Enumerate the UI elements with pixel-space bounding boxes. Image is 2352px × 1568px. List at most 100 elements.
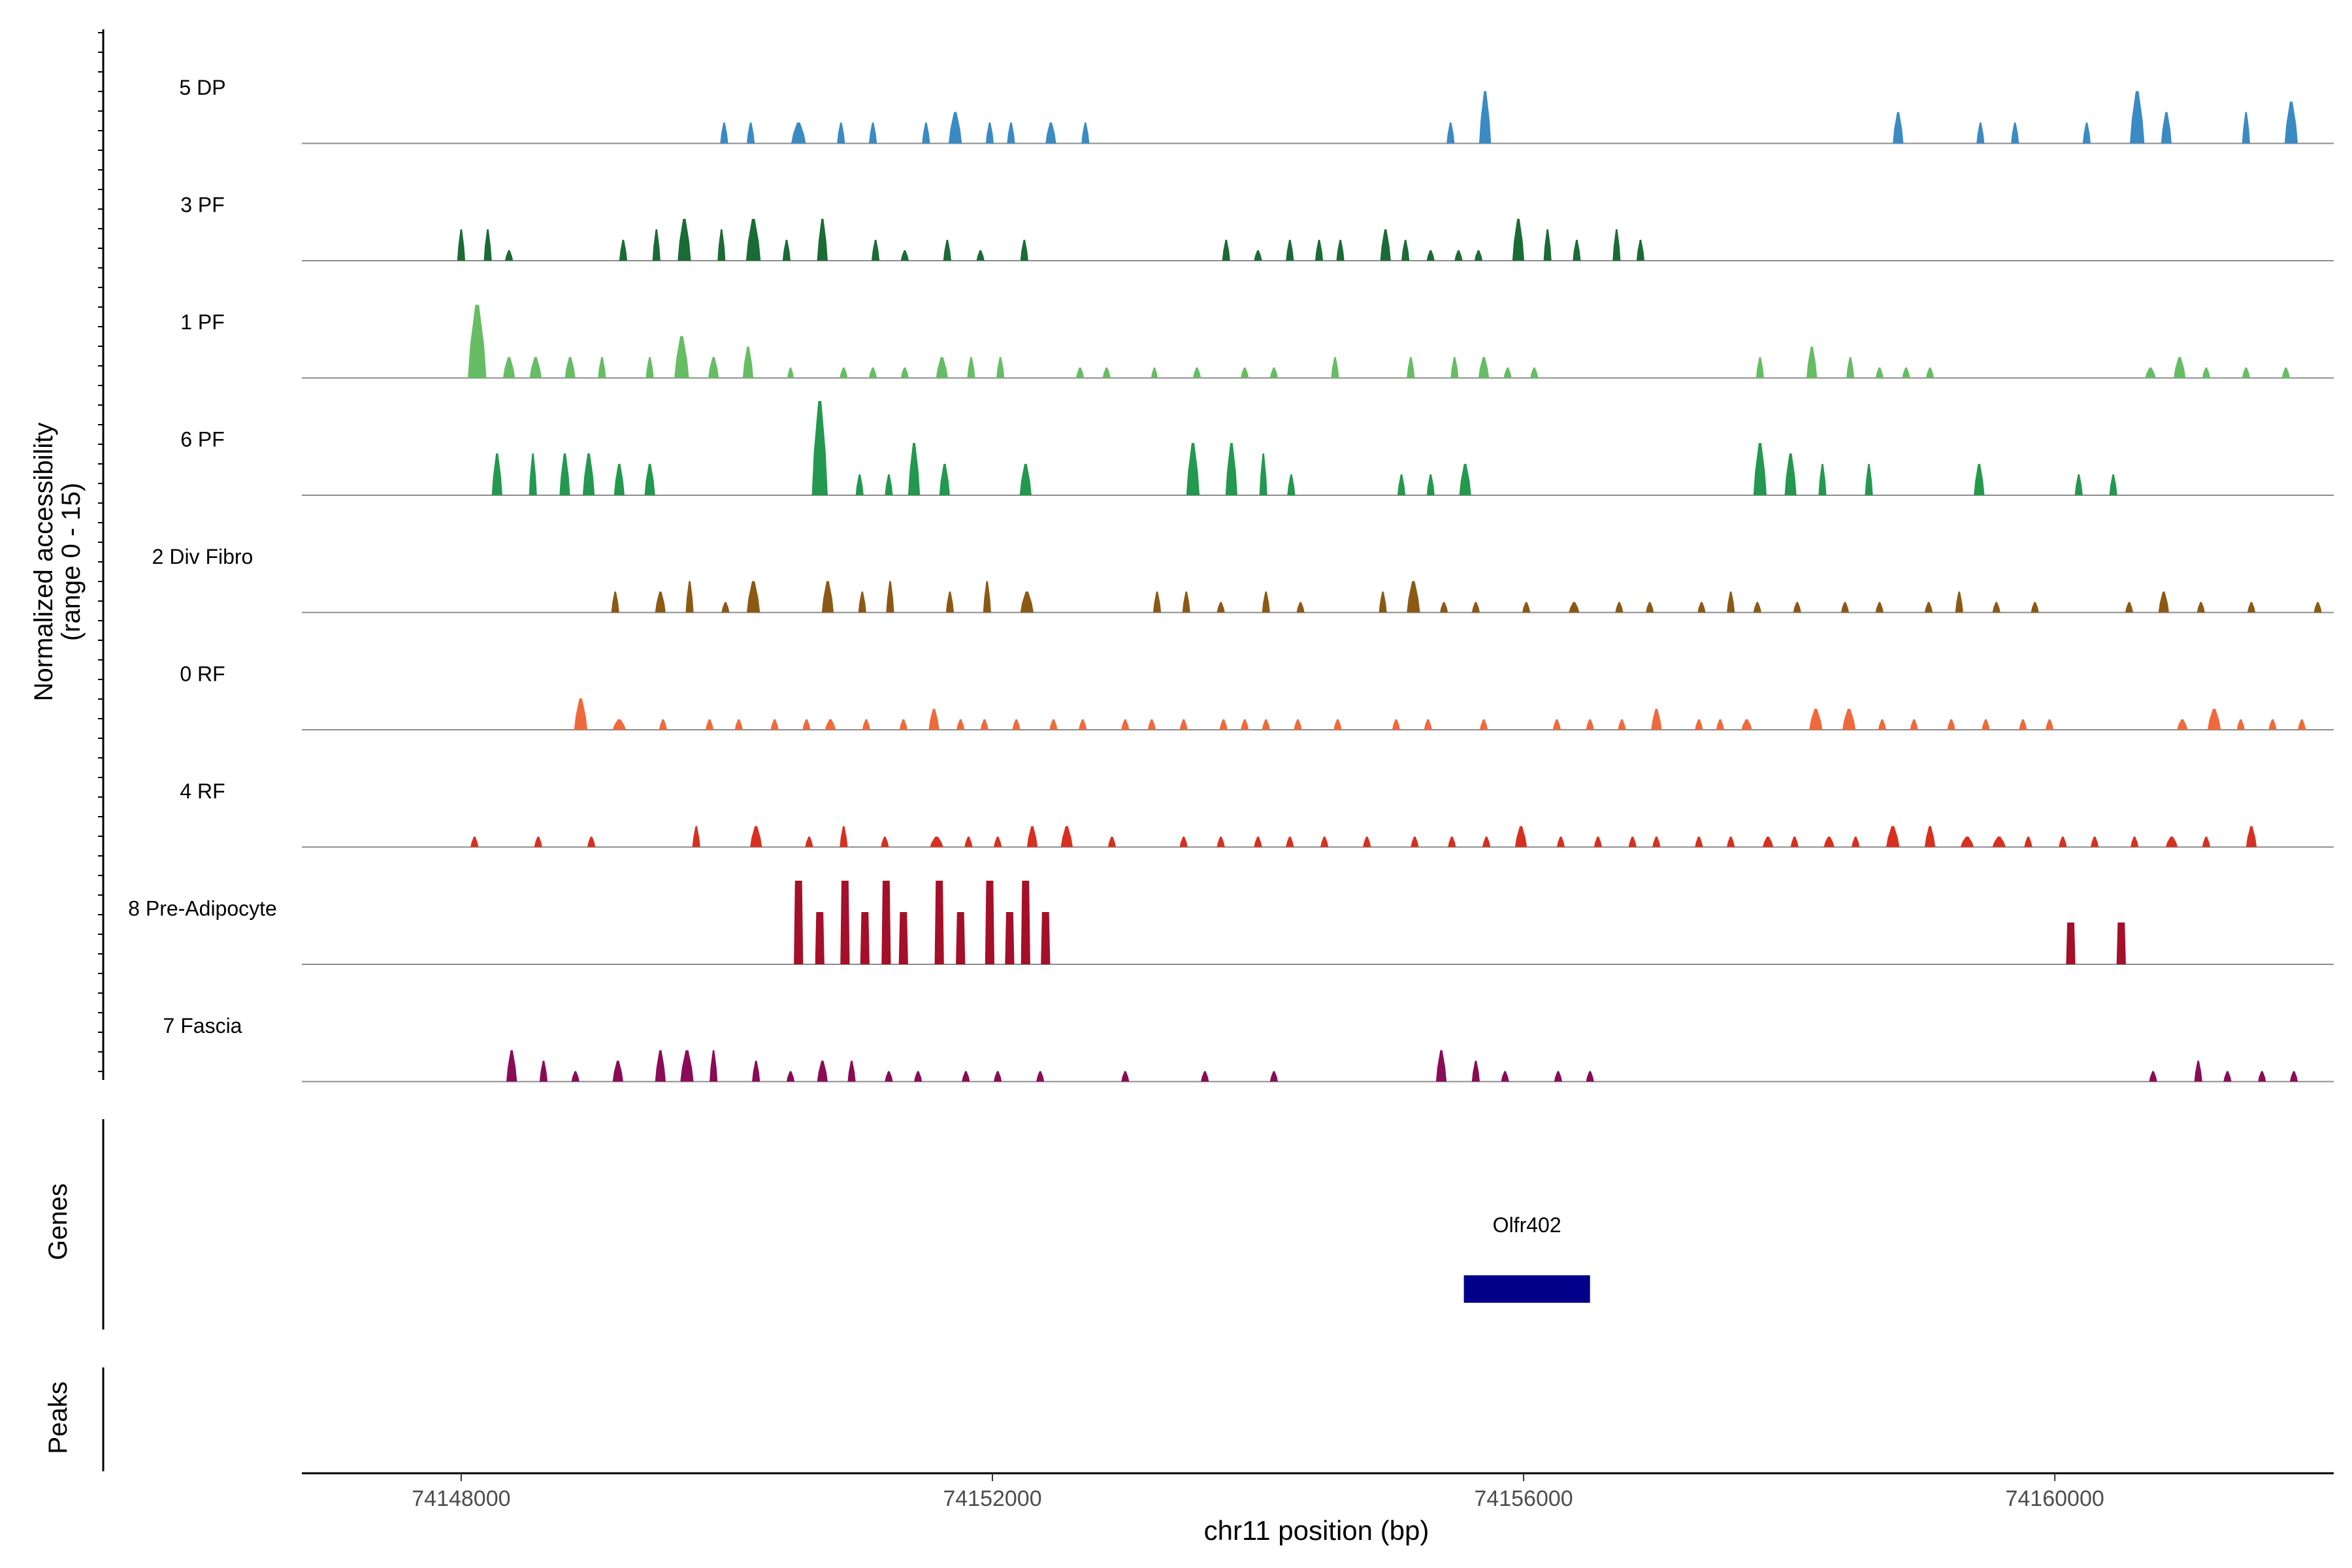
coverage-peak: [2242, 367, 2250, 378]
coverage-peak: [1695, 836, 1703, 847]
coverage-peak: [881, 881, 891, 964]
coverage-peak: [1179, 719, 1188, 730]
coverage-peak: [2082, 122, 2091, 144]
coverage-peak: [1552, 719, 1561, 730]
track-label: 4 RF: [180, 779, 225, 803]
coverage-peak: [939, 464, 950, 495]
coverage-peak: [674, 336, 689, 378]
coverage-peak: [996, 357, 1005, 378]
coverage-peak: [1424, 719, 1432, 730]
coverage-peak: [956, 719, 965, 730]
coverage-peak: [1878, 719, 1886, 730]
coverage-peak: [1392, 719, 1401, 730]
coverage-peak: [2059, 836, 2067, 847]
coverage-peak: [1646, 602, 1654, 613]
coverage-peak: [2019, 719, 2027, 730]
coverage-peak: [1019, 464, 1032, 495]
coverage-peak: [652, 229, 661, 261]
coverage-peak: [2207, 709, 2221, 730]
coverage-peak: [2242, 112, 2250, 144]
coverage-peak: [587, 836, 596, 847]
genes-layer: Olfr402: [1463, 1213, 1590, 1303]
coverage-peak: [872, 240, 880, 261]
coverage-peak: [2031, 602, 2039, 613]
coverage-peak: [2024, 836, 2033, 847]
coverage-peak: [1254, 836, 1262, 847]
coverage-peak: [1219, 719, 1228, 730]
coverage-peak: [948, 112, 962, 144]
coverage-peak: [2174, 357, 2186, 378]
coverage-peak: [1818, 464, 1827, 495]
coverage-peak: [1697, 602, 1706, 613]
coverage-peak: [936, 357, 948, 378]
coverage-peak: [539, 1060, 548, 1082]
coverage-peak: [750, 826, 762, 847]
axis-layer: 74148000 74152000 74156000 74160000: [98, 29, 2334, 1511]
coverage-peak: [1865, 464, 1873, 495]
coverage-peak: [1893, 112, 1904, 144]
coverage-peak: [1262, 591, 1270, 613]
track-label: 2 Div Fibro: [152, 545, 253, 568]
coverage-peak: [885, 474, 893, 495]
coverage-peak: [1478, 357, 1490, 378]
coverage-peak: [1012, 719, 1021, 730]
coverage-peak: [470, 836, 479, 847]
coverage-peak: [928, 709, 939, 730]
coverage-peak: [817, 219, 828, 261]
coverage-peak: [914, 1071, 923, 1082]
coverage-peak: [1254, 250, 1262, 261]
coverage-peak: [1407, 357, 1415, 378]
coverage-peak: [2223, 1071, 2232, 1082]
coverage-peak: [1716, 719, 1724, 730]
coverage-peak: [922, 122, 930, 144]
coverage-peak: [898, 912, 908, 964]
coverage-peak: [1652, 836, 1661, 847]
coverage-peak: [574, 698, 588, 730]
coverage-peak: [967, 357, 975, 378]
coverage-peak: [680, 1050, 694, 1082]
coverage-peak: [1501, 1071, 1509, 1082]
coverage-peak: [746, 122, 755, 144]
coverage-peak: [1217, 602, 1225, 613]
coverage-peak: [2177, 719, 2188, 730]
coverage-peak: [815, 912, 825, 964]
coverage-peak: [2045, 719, 2054, 730]
coverage-peak: [1974, 464, 1985, 495]
coverage-peak: [2066, 923, 2076, 964]
coverage-peak: [1005, 912, 1015, 964]
coverage-peak: [612, 719, 626, 730]
coverage-peak: [1924, 602, 1933, 613]
coverage-peak: [1875, 602, 1884, 613]
coverage-peak: [708, 357, 719, 378]
coverage-peak: [502, 357, 515, 378]
coverage-peak: [1286, 836, 1294, 847]
coverage-peak: [2149, 1071, 2157, 1082]
coverage-peak: [1522, 602, 1531, 613]
coverage-peak: [1179, 836, 1188, 847]
coverage-peak: [2246, 826, 2257, 847]
coverage-peak: [742, 346, 754, 378]
track-3-pf: 3 PF: [180, 193, 2334, 261]
coverage-peak: [1955, 591, 1963, 613]
coverage-peak: [720, 122, 728, 144]
coverage-peak: [1573, 240, 1581, 261]
coverage-peak: [976, 250, 985, 261]
coverage-peak: [2247, 602, 2256, 613]
x-axis-label: chr11 position (bp): [1204, 1515, 1429, 1546]
coverage-peak: [705, 719, 714, 730]
coverage-peak: [1192, 367, 1201, 378]
coverage-peak: [1241, 367, 1249, 378]
coverage-peak: [1809, 709, 1823, 730]
coverage-peak: [457, 229, 466, 261]
coverage-peak: [980, 719, 988, 730]
coverage-peak: [506, 1050, 517, 1082]
coverage-peak: [1586, 719, 1594, 730]
coverage-peak: [1727, 591, 1735, 613]
coverage-peak: [1846, 357, 1855, 378]
coverage-peak: [1982, 719, 1990, 730]
coverage-peak: [1695, 719, 1703, 730]
track-8-pre-adipocyte: 8 Pre-Adipocyte: [128, 881, 2334, 965]
coverage-peak: [1947, 719, 1955, 730]
gene-body: [1463, 1275, 1590, 1303]
